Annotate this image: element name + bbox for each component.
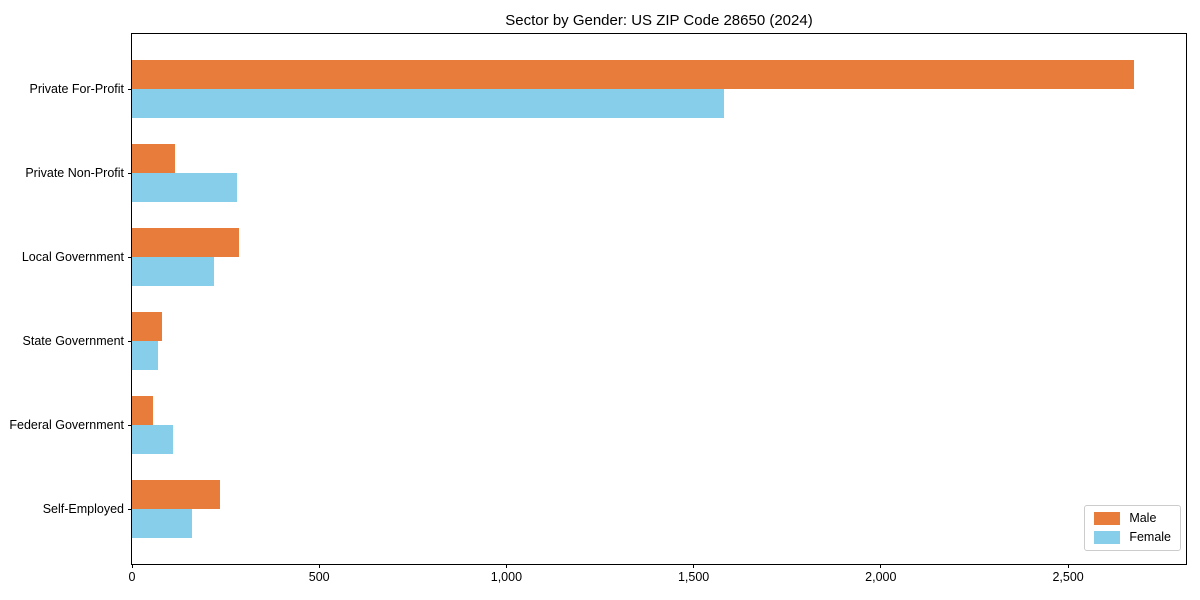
x-tick-mark — [693, 564, 695, 568]
bar-male-local-government — [132, 228, 239, 257]
bar-female-local-government — [132, 257, 215, 286]
bar-male-private-non-profit — [132, 144, 176, 173]
x-tick-mark — [131, 564, 133, 568]
x-tick-label-1000: 1,000 — [490, 570, 523, 584]
x-tick-label-1500: 1,500 — [677, 570, 710, 584]
x-tick-mark — [505, 564, 507, 568]
bar-female-federal-government — [132, 425, 174, 454]
y-tick-mark — [128, 341, 132, 342]
x-tick-mark — [318, 564, 320, 568]
bar-male-private-for-profit — [132, 60, 1134, 89]
y-tick-mark — [128, 89, 132, 90]
plot-area: Private For-Profit Private Non-Profit Loca… — [9, 33, 1187, 584]
x-tick-label-0: 0 — [128, 570, 136, 584]
bar-female-private-for-profit — [132, 89, 724, 118]
x-tick-label-2000: 2,000 — [865, 570, 897, 584]
x-tick-mark — [880, 564, 882, 568]
legend-item-female: Female — [1094, 531, 1171, 544]
bar-male-federal-government — [132, 396, 153, 425]
chart-title: Sector by Gender: US ZIP Code 28650 (202… — [505, 12, 813, 29]
legend-label-female: Female — [1129, 530, 1171, 544]
legend-swatch-female — [1094, 531, 1121, 544]
y-axis-label-federal-government: Federal Government — [9, 418, 124, 432]
legend-label-male: Male — [1129, 511, 1157, 525]
y-axis-label-private-for-profit: Private For-Profit — [29, 82, 124, 96]
y-tick-mark — [128, 257, 132, 258]
y-tick-mark — [128, 509, 132, 510]
y-axis-label-state-government: State Government — [22, 334, 124, 348]
y-axis-label-private-non-profit: Private Non-Profit — [25, 166, 124, 180]
y-axis-label-local-government: Local Government — [21, 250, 124, 264]
bar-female-state-government — [132, 341, 159, 370]
bar-male-state-government — [132, 312, 162, 341]
bar-male-self-employed — [132, 480, 220, 509]
legend-swatch-male — [1094, 512, 1121, 525]
x-tick-label-2500: 2,500 — [1052, 570, 1084, 584]
x-tick-label-500: 500 — [308, 570, 330, 584]
y-tick-mark — [128, 173, 132, 174]
y-tick-mark — [128, 425, 132, 426]
legend: Male Female — [1084, 505, 1181, 551]
y-axis-label-self-employed: Self-Employed — [42, 502, 124, 516]
x-tick-mark — [1067, 564, 1069, 568]
bar-female-self-employed — [132, 509, 192, 538]
legend-item-male: Male — [1094, 512, 1171, 525]
bar-female-private-non-profit — [132, 173, 237, 202]
